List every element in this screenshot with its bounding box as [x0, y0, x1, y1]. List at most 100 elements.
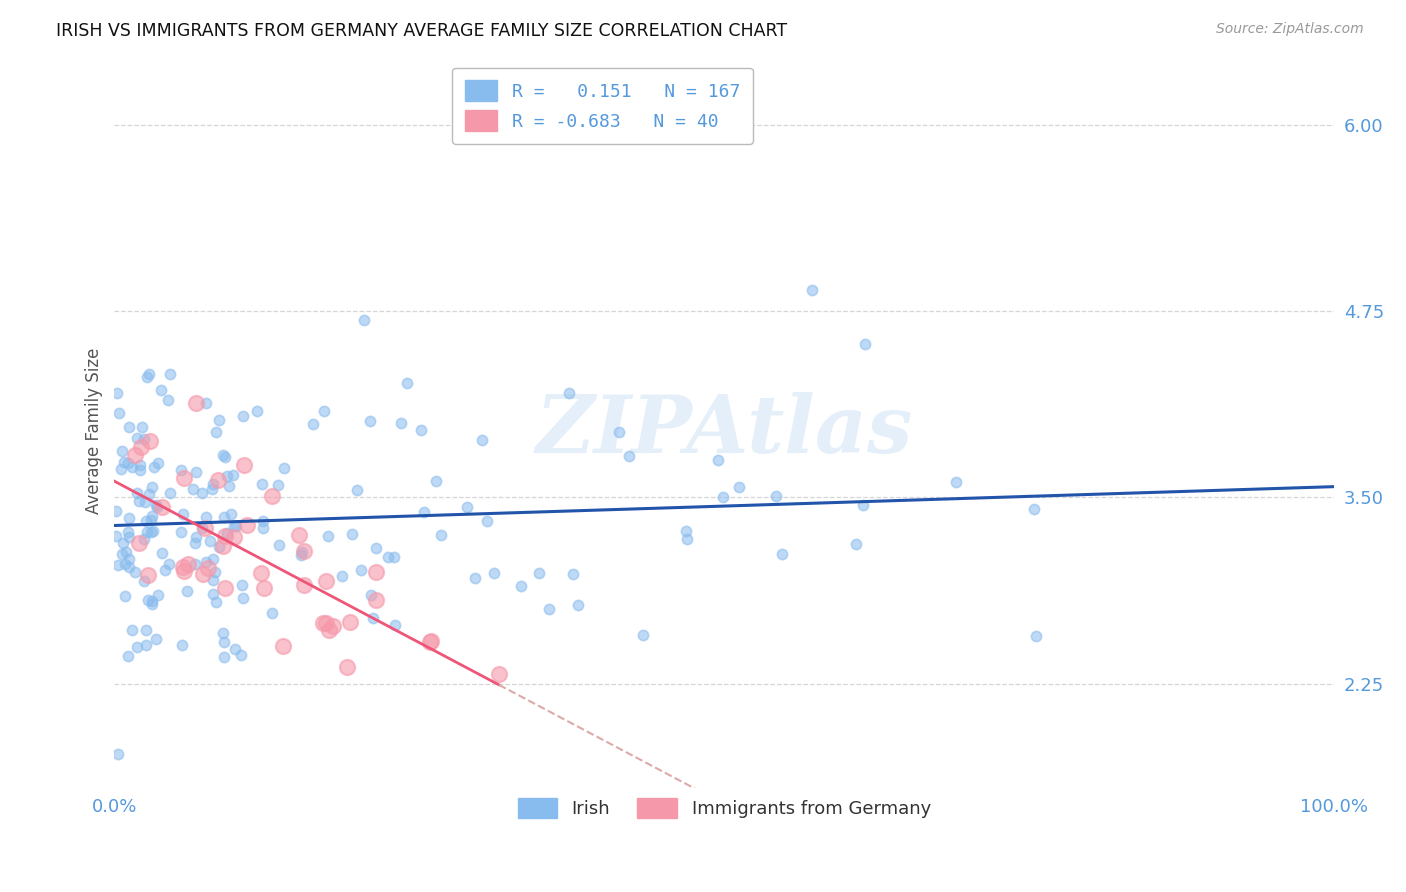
Point [845, 537, 868, 551]
Point [111, 547, 134, 561]
Point [269, 538, 291, 552]
Point [291, 545, 314, 559]
Point [141, 525, 163, 540]
Point [128, 493, 150, 508]
Point [128, 458, 150, 472]
Point [232, 591, 254, 606]
Point [145, 498, 167, 512]
Point [1024, 502, 1046, 516]
Point [200, 533, 222, 548]
Point [145, 632, 167, 647]
Point [141, 509, 163, 524]
Point [105, 385, 128, 400]
Point [409, 423, 432, 437]
Point [138, 487, 160, 501]
Point [149, 383, 172, 397]
Point [271, 639, 294, 653]
Point [212, 650, 235, 665]
Point [146, 500, 169, 514]
Point [419, 633, 441, 648]
Point [360, 588, 382, 602]
Point [252, 521, 274, 535]
Point [110, 462, 132, 476]
Point [853, 337, 876, 351]
Point [104, 504, 127, 518]
Point [204, 566, 226, 580]
Point [364, 592, 387, 607]
Point [567, 598, 589, 612]
Point [138, 368, 160, 382]
Point [202, 587, 225, 601]
Point [215, 468, 238, 483]
Point [707, 453, 730, 467]
Point [135, 624, 157, 638]
Point [321, 619, 343, 633]
Point [336, 659, 359, 673]
Point [141, 480, 163, 494]
Point [135, 525, 157, 540]
Point [711, 490, 734, 504]
Point [232, 409, 254, 423]
Point [201, 477, 224, 491]
Point [302, 417, 325, 432]
Point [107, 558, 129, 572]
Point [212, 625, 235, 640]
Point [134, 495, 156, 509]
Point [212, 635, 235, 649]
Point [607, 425, 630, 440]
Point [186, 396, 208, 410]
Point [135, 638, 157, 652]
Point [142, 524, 165, 538]
Point [150, 546, 173, 560]
Point [215, 526, 238, 541]
Point [253, 581, 276, 595]
Point [118, 552, 141, 566]
Point [429, 528, 451, 542]
Point [366, 541, 388, 555]
Point [250, 566, 273, 580]
Point [112, 535, 135, 549]
Point [118, 420, 141, 434]
Point [197, 561, 219, 575]
Point [124, 565, 146, 579]
Point [202, 573, 225, 587]
Point [267, 478, 290, 492]
Point [170, 525, 193, 540]
Point [124, 448, 146, 462]
Point [142, 460, 165, 475]
Point [292, 578, 315, 592]
Point [172, 560, 194, 574]
Point [212, 539, 235, 553]
Point [290, 548, 312, 562]
Point [318, 529, 340, 543]
Point [315, 574, 337, 588]
Point [194, 521, 217, 535]
Point [339, 615, 361, 629]
Point [205, 425, 228, 440]
Point [765, 489, 787, 503]
Point [273, 460, 295, 475]
Point [190, 486, 212, 500]
Point [250, 477, 273, 491]
Point [195, 396, 218, 410]
Point [229, 648, 252, 662]
Point [114, 590, 136, 604]
Point [222, 519, 245, 533]
Point [117, 456, 139, 470]
Point [132, 574, 155, 588]
Point [384, 618, 406, 632]
Point [1025, 629, 1047, 643]
Point [359, 414, 381, 428]
Point [132, 532, 155, 546]
Point [318, 623, 340, 637]
Point [224, 530, 246, 544]
Point [395, 376, 418, 390]
Legend: Irish, Immigrants from Germany: Irish, Immigrants from Germany [510, 791, 938, 825]
Y-axis label: Average Family Size: Average Family Size [86, 347, 103, 514]
Text: IRISH VS IMMIGRANTS FROM GERMANY AVERAGE FAMILY SIZE CORRELATION CHART: IRISH VS IMMIGRANTS FROM GERMANY AVERAGE… [56, 22, 787, 40]
Text: ZIPAtlas: ZIPAtlas [536, 392, 912, 469]
Point [363, 610, 385, 624]
Point [419, 634, 441, 648]
Point [353, 312, 375, 326]
Point [172, 638, 194, 652]
